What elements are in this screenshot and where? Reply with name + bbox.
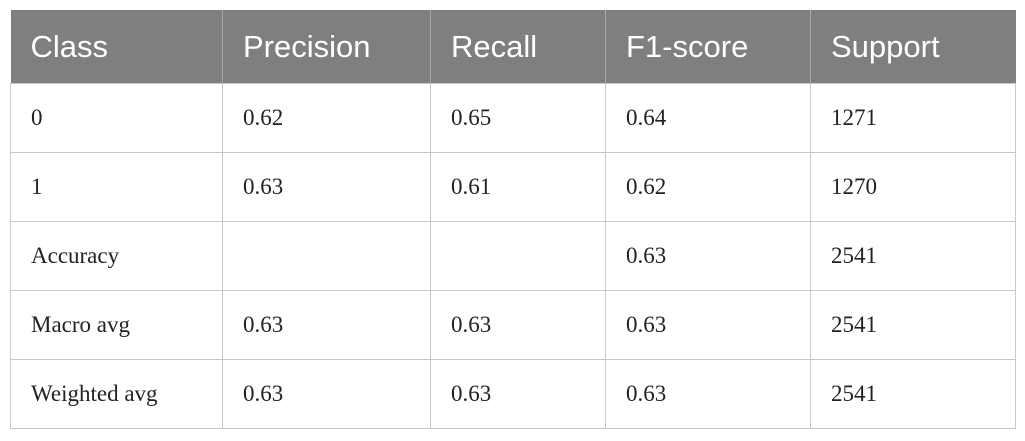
table-cell: 2541: [810, 290, 1016, 360]
table-cell: 0.62: [222, 83, 431, 153]
table-header: Class Precision Recall F1-score Support: [10, 10, 1016, 84]
table-body: 0 0.62 0.65 0.64 1271 1 0.63 0.61 0.62 1270 Accura…: [10, 83, 1016, 429]
header-cell: Recall: [430, 10, 606, 84]
header-row: Class Precision Recall F1-score Support: [10, 10, 1016, 84]
table-cell: 0.63: [430, 290, 606, 360]
metrics-table: Class Precision Recall F1-score Support 0 0.6…: [10, 10, 1016, 429]
table-row: Accuracy 0.63 2541: [10, 221, 1016, 291]
table-cell: [222, 221, 431, 291]
table-row: Weighted avg 0.63 0.63 0.63 2541: [10, 359, 1016, 429]
table-cell: 0.63: [605, 221, 811, 291]
table-cell: 2541: [810, 221, 1016, 291]
table-cell: 0.63: [605, 359, 811, 429]
table-cell: 0.61: [430, 152, 606, 222]
header-cell: Class: [10, 10, 223, 84]
table-row: Macro avg 0.63 0.63 0.63 2541: [10, 290, 1016, 360]
table-cell: 0.63: [430, 359, 606, 429]
table-cell: Accuracy: [10, 221, 223, 291]
table-cell: 0.63: [222, 359, 431, 429]
table-cell: [430, 221, 606, 291]
table-cell: 0: [10, 83, 223, 153]
header-cell: Precision: [222, 10, 431, 84]
table-cell: 1270: [810, 152, 1016, 222]
table-cell: 0.63: [605, 290, 811, 360]
table-cell: 1: [10, 152, 223, 222]
table-cell: 0.64: [605, 83, 811, 153]
table-row: 1 0.63 0.61 0.62 1270: [10, 152, 1016, 222]
table-cell: Macro avg: [10, 290, 223, 360]
table-cell: 2541: [810, 359, 1016, 429]
table-cell: 0.63: [222, 290, 431, 360]
table-cell: 0.63: [222, 152, 431, 222]
header-cell: F1-score: [605, 10, 811, 84]
table-row: 0 0.62 0.65 0.64 1271: [10, 83, 1016, 153]
table-cell: 0.62: [605, 152, 811, 222]
table-cell: Weighted avg: [10, 359, 223, 429]
table-cell: 1271: [810, 83, 1016, 153]
table-cell: 0.65: [430, 83, 606, 153]
header-cell: Support: [810, 10, 1016, 84]
